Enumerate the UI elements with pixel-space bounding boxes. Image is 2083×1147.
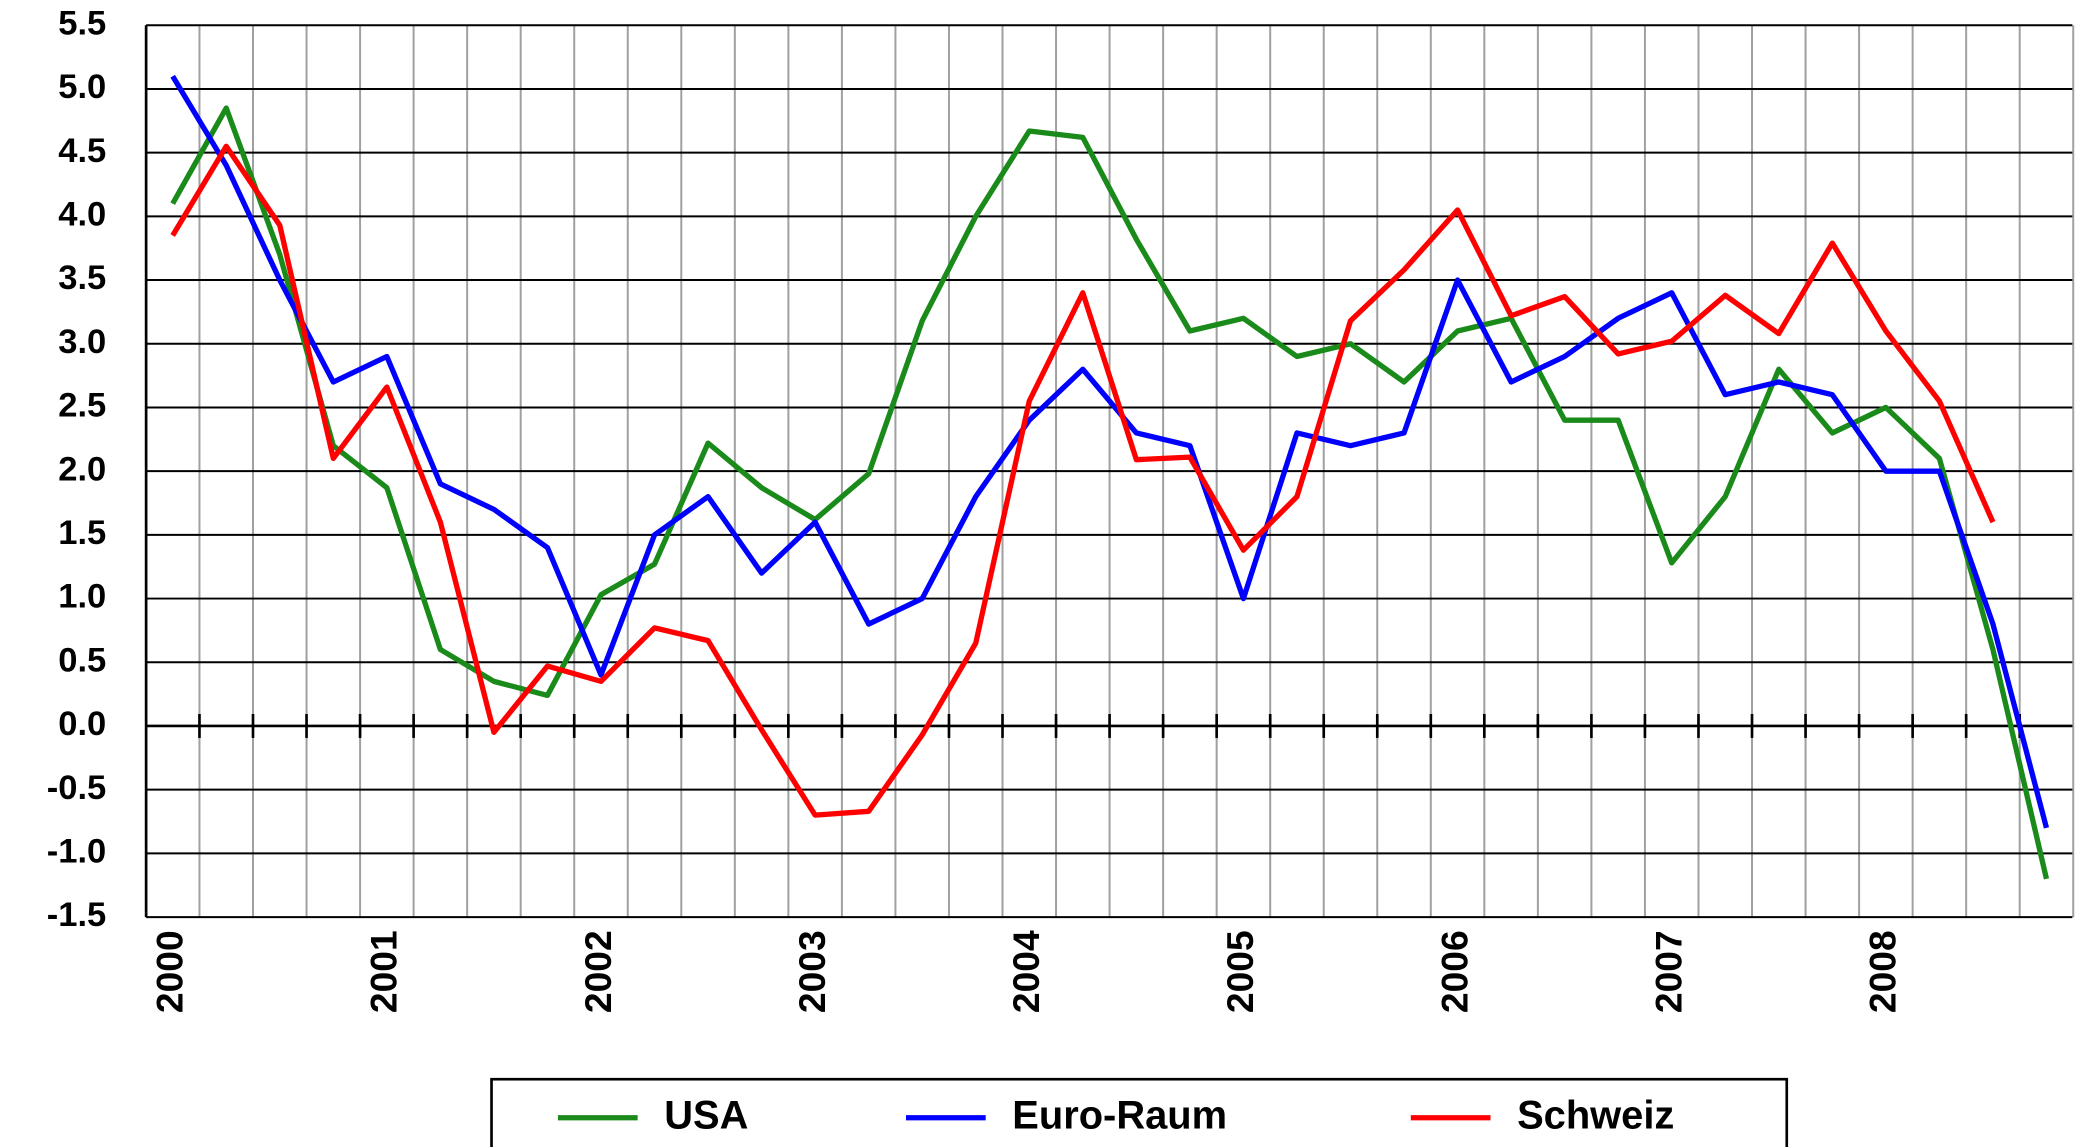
- series-line: [170, 143, 1996, 818]
- y-tick-label: 4.5: [58, 132, 106, 170]
- series-line: [170, 74, 2050, 829]
- y-tick-label: 1.5: [58, 514, 106, 552]
- y-tick-label: -0.5: [47, 769, 107, 807]
- y-tick-label: -1.5: [47, 896, 107, 934]
- y-tick-label: 5.5: [58, 4, 106, 42]
- legend-label: Schweiz: [1517, 1093, 1674, 1137]
- y-tick-label: 1.0: [58, 578, 106, 616]
- x-tick-label: 2000: [149, 930, 191, 1013]
- y-tick-label: 2.5: [58, 387, 106, 425]
- x-tick-label: 2005: [1219, 930, 1261, 1013]
- y-tick-label: 3.0: [58, 323, 106, 361]
- legend-label: USA: [664, 1093, 748, 1137]
- x-tick-label: 2006: [1433, 930, 1475, 1013]
- x-tick-label: 2002: [577, 930, 619, 1013]
- series-line: [170, 105, 2050, 880]
- x-tick-label: 2008: [1862, 930, 1904, 1013]
- y-tick-label: 3.5: [58, 259, 106, 297]
- legend-box: [490, 1077, 1789, 1147]
- y-tick-label: 5.0: [58, 68, 106, 106]
- x-tick-label: 2004: [1005, 930, 1047, 1013]
- y-tick-label: 0.5: [58, 641, 106, 679]
- y-tick-label: 4.0: [58, 195, 106, 233]
- y-tick-label: -1.0: [47, 832, 107, 870]
- y-tick-label: 2.0: [58, 450, 106, 488]
- y-tick-label: 0.0: [58, 705, 106, 743]
- x-tick-label: 2007: [1648, 930, 1690, 1013]
- x-tick-label: 2001: [363, 930, 405, 1013]
- x-tick-label: 2003: [791, 930, 833, 1013]
- legend-label: Euro-Raum: [1012, 1093, 1227, 1137]
